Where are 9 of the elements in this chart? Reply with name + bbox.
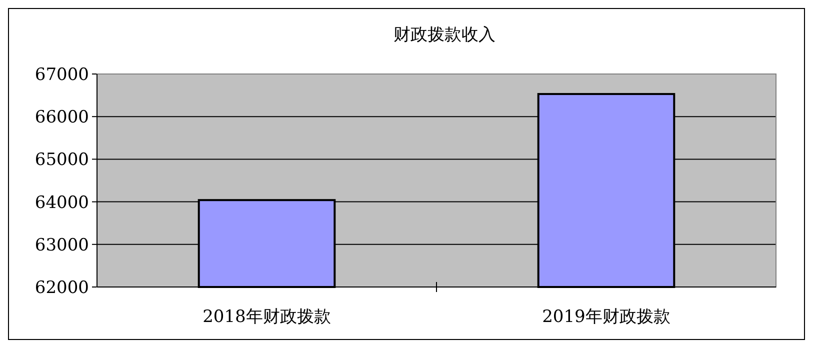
y-tick-label: 62000 (34, 278, 89, 298)
y-tick-label: 64000 (34, 192, 89, 213)
y-tick-label: 66000 (34, 108, 89, 128)
y-tick-label: 65000 (34, 150, 89, 170)
chart-title: 财政拨款收入 (394, 25, 496, 45)
x-tick-label: 2018年财政拨款 (202, 307, 331, 327)
x-tick-label: 2019年财政拨款 (542, 307, 670, 327)
y-tick-label: 67000 (34, 65, 89, 85)
y-tick-label: 63000 (34, 235, 89, 256)
